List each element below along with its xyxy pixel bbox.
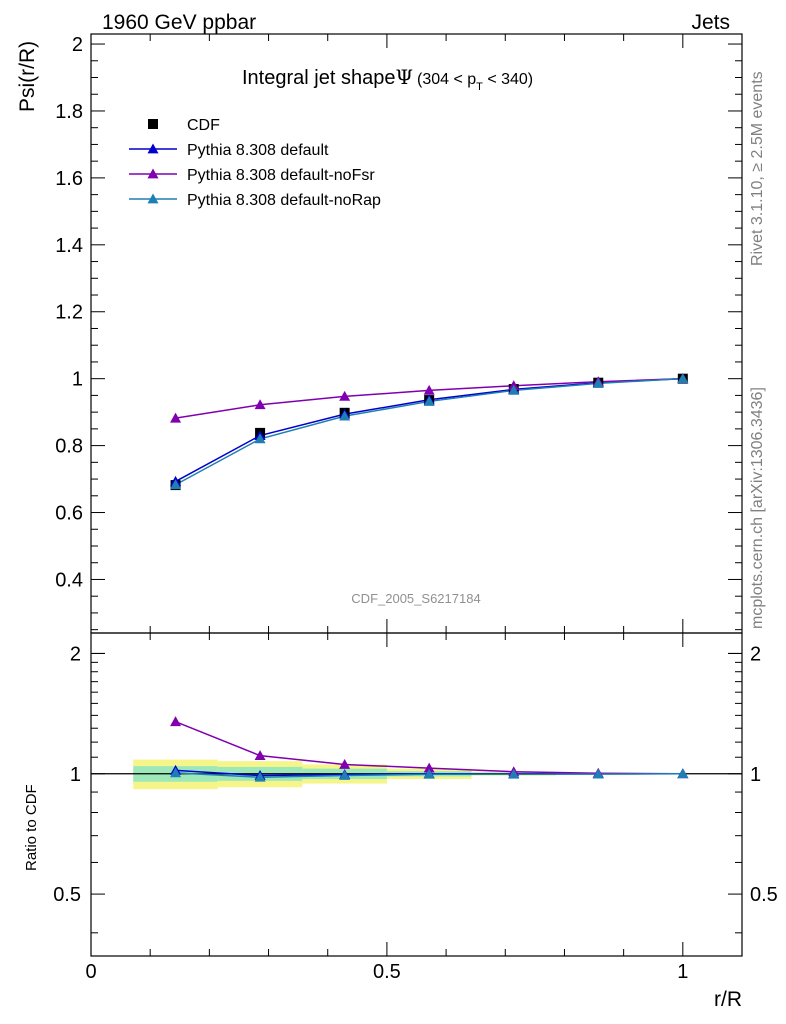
ratio-y-tick-label-right: 1 xyxy=(750,764,761,786)
data-point-3-3 xyxy=(423,395,435,406)
y-tick-label: 1.6 xyxy=(55,168,83,190)
ratio-point-1-1 xyxy=(254,750,266,761)
legend-label-0: CDF xyxy=(187,117,220,134)
plot-title-range-sub: T xyxy=(476,81,483,93)
y-tick-label: 1.8 xyxy=(55,101,83,123)
main-ylabel: Psi(r/R) xyxy=(16,41,39,112)
x-axis-label: r/R xyxy=(714,988,742,1011)
legend: CDF Pythia 8.308 default Pythia 8.308 defa… xyxy=(129,117,381,209)
ratio-ylabel: Ratio to CDF xyxy=(23,784,40,871)
legend-marker-1 xyxy=(147,143,159,154)
ratio-y-tick-label-right: 2 xyxy=(750,643,761,665)
plot-title: Integral jet shapeΨ (304 < pT < 340) xyxy=(242,65,533,93)
legend-label-2: Pythia 8.308 default-noFsr xyxy=(187,167,375,184)
y-tick-label: 1 xyxy=(72,369,83,391)
header-right: Jets xyxy=(691,11,730,34)
plot-title-text: Integral jet shape xyxy=(242,67,395,89)
ratio-point-1-3 xyxy=(423,762,435,773)
watermark: CDF_2005_S6217184 xyxy=(351,591,480,606)
data-point-2-3 xyxy=(423,384,435,395)
data-point-3-6 xyxy=(677,373,689,384)
ratio-point-1-2 xyxy=(339,758,351,769)
ratio-point-2-1 xyxy=(254,771,266,782)
side-label-top: Rivet 3.1.10, ≥ 2.5M events xyxy=(749,71,766,266)
plot-title-range-end: < 340) xyxy=(483,71,533,88)
ratio-y-tick-label-left: 1 xyxy=(70,764,81,786)
x-tick-label: 0 xyxy=(85,961,96,983)
legend-label-1: Pythia 8.308 default xyxy=(187,142,329,159)
ratio-point-2-5 xyxy=(592,768,604,779)
ratio-series-markers xyxy=(170,716,689,782)
side-label-bottom: mcplots.cern.ch [arXiv:1306.3436] xyxy=(749,387,766,629)
y-tick-label: 1.4 xyxy=(55,235,83,257)
x-tick-label: 1 xyxy=(677,961,688,983)
y-tick-label: 0.8 xyxy=(55,436,83,458)
ratio-point-2-3 xyxy=(423,768,435,779)
y-tick-label: 2 xyxy=(72,34,83,56)
ratio-y-tick-label-right: 0.5 xyxy=(750,884,778,906)
y-tick-label: 0.4 xyxy=(55,569,83,591)
data-point-3-2 xyxy=(339,410,351,421)
plot-title-symbol: Ψ xyxy=(395,65,413,89)
data-point-3-1 xyxy=(254,433,266,444)
header-left: 1960 GeV ppbar xyxy=(102,11,256,34)
plot-title-range: (304 < p xyxy=(417,71,476,88)
legend-marker-2 xyxy=(147,168,159,179)
legend-label-3: Pythia 8.308 default-noRap xyxy=(187,192,381,209)
ratio-point-2-2 xyxy=(339,770,351,780)
ratio-frame xyxy=(90,632,743,957)
data-point-3-0 xyxy=(170,479,182,490)
ratio-panel-axes: 0.5 0.5 1 1 2 2 0 0.5 1 xyxy=(53,632,778,983)
main-panel-axes: 0.4 0.6 0.8 1 1.2 1.4 1.6 1.8 2 xyxy=(55,33,743,634)
x-tick-label: 0.5 xyxy=(373,961,401,983)
data-point-2-2 xyxy=(339,390,351,401)
legend-marker-3 xyxy=(147,193,159,204)
ratio-y-tick-label-left: 0.5 xyxy=(53,884,81,906)
legend-marker-0 xyxy=(148,119,158,129)
data-point-2-0 xyxy=(170,412,182,423)
main-series-markers xyxy=(170,373,689,491)
ratio-point-2-0 xyxy=(170,767,182,778)
ratio-point-2-4 xyxy=(508,768,520,779)
data-point-2-1 xyxy=(254,399,266,410)
ratio-y-tick-label-left: 2 xyxy=(70,643,81,665)
ratio-point-1-0 xyxy=(170,716,182,727)
y-tick-label: 1.2 xyxy=(55,302,83,324)
data-point-3-4 xyxy=(508,384,520,395)
y-tick-label: 0.6 xyxy=(55,503,83,525)
data-point-3-5 xyxy=(592,377,604,388)
ratio-point-2-6 xyxy=(677,768,689,779)
